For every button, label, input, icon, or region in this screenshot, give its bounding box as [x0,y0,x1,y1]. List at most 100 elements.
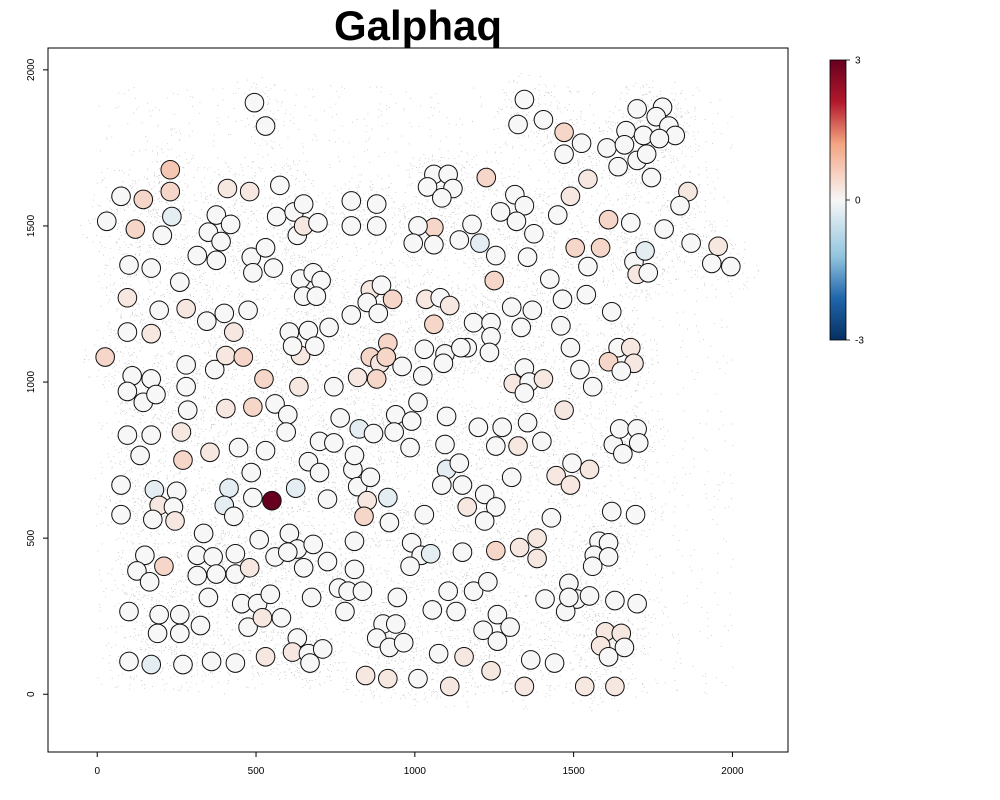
spot-point [216,345,236,366]
chart-title: Galphaq [333,2,503,49]
spot-point [560,475,581,495]
spot-point [486,245,506,266]
spot-point [376,347,397,367]
x-tick-label: 500 [248,766,265,777]
spot-point [400,556,420,577]
spot-point [627,99,647,119]
spot-point [141,323,162,344]
spot-point [146,384,166,405]
spot-point [403,233,424,253]
spot-point [378,487,398,508]
spot-point [206,564,227,584]
spot-point [149,604,169,625]
spot-point [177,400,198,420]
spot-point [223,506,244,527]
spot-point [476,167,497,188]
spot-point [625,504,646,525]
spot-point [203,547,223,567]
spot-point [130,445,150,466]
spot-point [133,189,154,210]
spot-point [412,366,433,386]
spot-point [670,195,690,216]
spot-point [446,601,466,622]
spot-point [170,272,190,292]
spot-point [517,247,538,267]
spot-point [309,462,330,483]
spot-point [241,462,262,483]
spot-point [579,586,600,606]
spot-point [282,336,303,356]
spot-point [173,654,193,675]
y-tick-label: 1000 [26,370,37,393]
spot-point [379,512,400,533]
spot-point [435,434,455,455]
spot-point [378,668,398,689]
spot-point [570,359,590,380]
spot-point [452,475,473,495]
spot-point [463,312,484,333]
spot-point [393,632,414,653]
spot-point [270,175,290,196]
x-tick-label: 1000 [404,766,427,777]
spot-point [608,156,628,177]
spot-point [527,548,547,569]
spot-point [401,411,422,431]
spot-point [266,206,287,227]
spot-point [481,661,501,681]
spot-point [486,436,506,456]
spot-point [139,572,160,592]
spot-point [392,356,412,377]
spot-point [119,651,139,672]
spot-point [449,230,470,250]
spot-point [187,245,208,266]
spot-point [216,398,236,419]
spot-point [265,394,285,414]
spot-point [225,543,246,564]
spot-point [238,617,258,637]
spot-point [605,590,625,611]
spot-point [511,317,532,338]
spot-point [517,412,538,433]
spot-point [457,497,478,517]
spot-point [514,676,535,697]
colorbar-tick-label: 0 [855,196,861,207]
spot-point [598,646,619,667]
spot-point [173,450,193,470]
spot-point [260,584,281,605]
spot-point [352,581,373,602]
spot-point [117,381,138,402]
spot-point [277,542,298,562]
spot-point [317,489,338,509]
spot-point [452,542,473,562]
spot-point [708,236,728,257]
spot-point [206,250,227,271]
spot-point [255,116,276,136]
spot-point [638,262,659,283]
spot-point [486,497,506,517]
spot-point [200,442,220,463]
spot-point [478,572,498,592]
spot-point [501,467,522,488]
spot-point [578,169,598,189]
spot-point [636,144,657,164]
spot-point [201,651,222,672]
spot-point [454,646,474,667]
spot-point [363,423,384,444]
spot-point [439,676,460,697]
spot-point [276,422,296,442]
spot-point [171,422,192,442]
spot-point [533,369,554,389]
spot-point [127,561,147,581]
spot-point [308,213,328,233]
spot-point [506,211,527,232]
spot-point [408,668,428,689]
spot-point [598,547,619,567]
y-tick-label: 0 [26,691,37,697]
spot-point [214,303,235,324]
spot-point [424,234,444,255]
spot-point [255,238,276,258]
spot-point [300,653,320,673]
spot-point [95,347,115,367]
spot-point [111,475,131,495]
y-tick-label: 2000 [26,58,37,81]
